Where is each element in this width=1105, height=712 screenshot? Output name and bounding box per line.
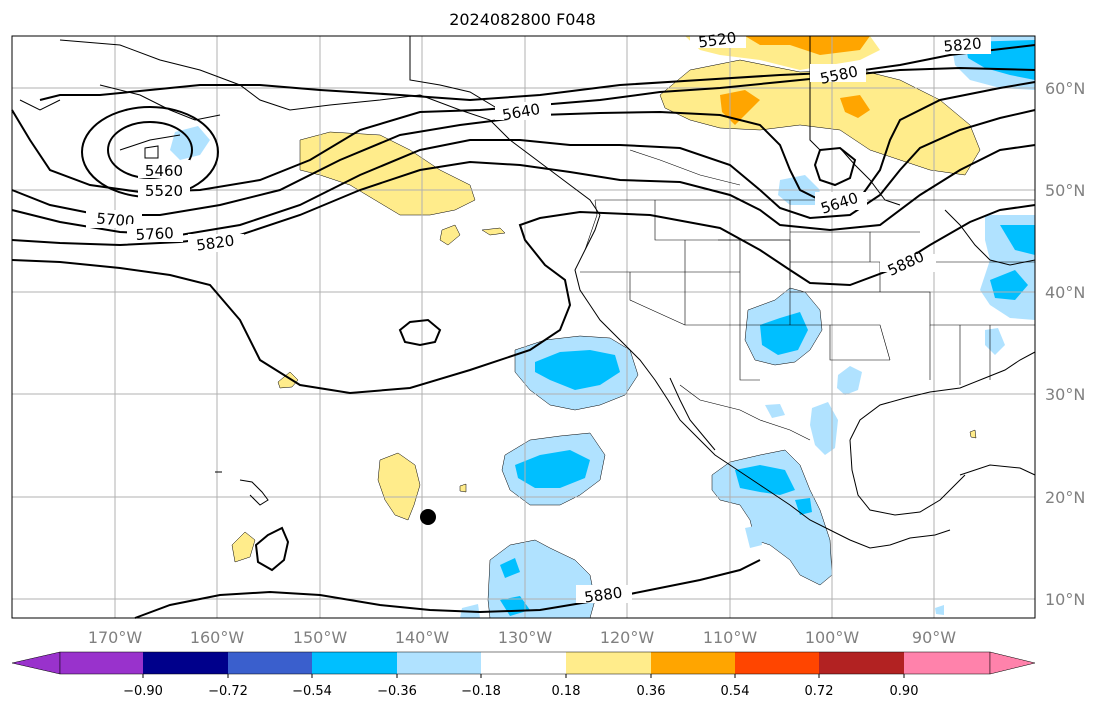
colorbar-tick-label: 0.36 xyxy=(637,684,666,699)
contour-label-group: 5460 5520 5580 5640 5700 5760 5820 5880 … xyxy=(86,28,991,607)
contour-label: 5520 xyxy=(145,182,183,200)
colorbar-cell xyxy=(143,652,228,674)
colorbar-cell xyxy=(735,652,819,674)
colorbar-cell xyxy=(228,652,312,674)
colorbar-extend-low xyxy=(11,651,61,675)
colorbar-cell xyxy=(566,652,651,674)
lat-label: 30°N xyxy=(1045,385,1085,404)
contour-label: 5820 xyxy=(195,231,235,254)
colorbar-tick-label: 0.54 xyxy=(721,684,750,699)
map-frame xyxy=(11,35,1036,619)
colorbar-tick-label: −0.36 xyxy=(377,684,417,699)
colorbar-cell xyxy=(819,652,904,674)
colorbar-cell xyxy=(651,652,735,674)
lon-label: 130°W xyxy=(498,628,553,647)
colorbar-tick-label: 0.72 xyxy=(805,684,834,699)
colorbar-cell xyxy=(904,652,990,674)
colorbar-cell xyxy=(481,652,566,674)
map-title: 2024082800 F048 xyxy=(449,10,596,29)
lon-label: 120°W xyxy=(600,628,655,647)
lon-label: 170°W xyxy=(88,628,143,647)
contour-label: 5820 xyxy=(943,34,983,55)
lon-label: 150°W xyxy=(293,628,348,647)
colorbar-cell xyxy=(60,652,143,674)
lat-label: 40°N xyxy=(1045,283,1085,302)
colorbar: −0.90 −0.72 −0.54 −0.36 −0.18 0.18 0.36 0.54 0.7… xyxy=(11,651,1036,699)
latitude-labels: 60°N 50°N 40°N 30°N 20°N 10°N xyxy=(1045,79,1085,609)
storm-marker-icon xyxy=(420,509,436,525)
longitude-labels: 170°W 160°W 150°W 140°W 130°W 120°W 110°… xyxy=(88,628,956,647)
lat-label: 10°N xyxy=(1045,590,1085,609)
lat-label: 20°N xyxy=(1045,488,1085,507)
lon-label: 140°W xyxy=(395,628,450,647)
contour-label: 5880 xyxy=(583,583,623,606)
colorbar-tick-label: −0.90 xyxy=(123,684,163,699)
colorbar-tick-label: −0.18 xyxy=(461,684,501,699)
colorbar-tick-label: −0.72 xyxy=(208,684,248,699)
contour-label: 5760 xyxy=(135,224,174,244)
colorbar-tick-label: 0.90 xyxy=(890,684,919,699)
colorbar-extend-high xyxy=(989,651,1036,675)
colorbar-tick-label: −0.54 xyxy=(292,684,332,699)
contour-label: 5520 xyxy=(697,28,737,51)
lon-label: 160°W xyxy=(190,628,245,647)
lat-label: 50°N xyxy=(1045,181,1085,200)
negative-anomaly-shading xyxy=(170,36,1035,619)
political-borders xyxy=(580,149,1035,441)
lon-label: 100°W xyxy=(805,628,860,647)
lat-label: 60°N xyxy=(1045,79,1085,98)
colorbar-cell xyxy=(397,652,481,674)
lon-label: 110°W xyxy=(703,628,758,647)
lon-label: 90°W xyxy=(912,628,956,647)
contour-label: 5460 xyxy=(145,162,183,180)
colorbar-tick-label: 0.18 xyxy=(552,684,581,699)
contour-label: 5700 xyxy=(96,209,136,230)
coastlines xyxy=(19,36,1036,549)
positive-anomaly-shading xyxy=(231,36,981,563)
colorbar-cell xyxy=(312,652,397,674)
